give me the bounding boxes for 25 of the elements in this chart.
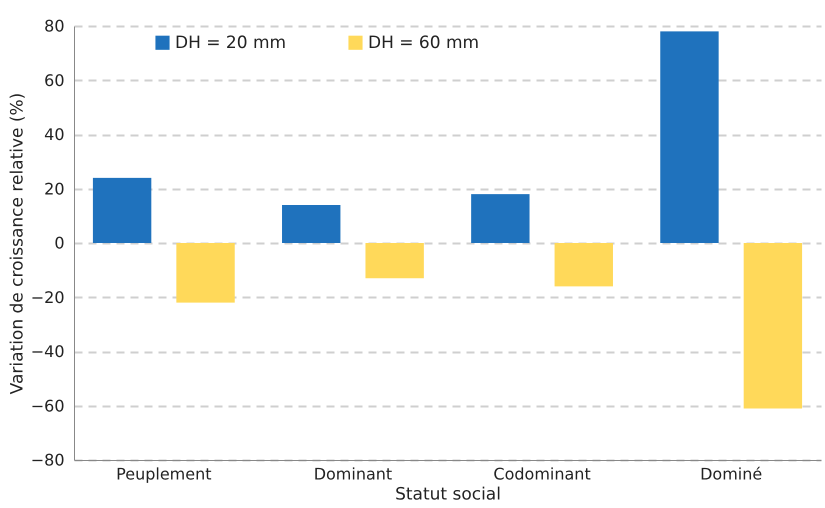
legend-label: DH = 20 mm [175, 32, 286, 53]
x-tick-label: Codominant [493, 464, 591, 484]
y-tick-label: 60 [44, 70, 64, 90]
legend-label: DH = 60 mm [368, 32, 480, 53]
bar [365, 243, 424, 278]
y-axis-title: Variation de croissance relative (%) [8, 92, 28, 394]
y-tick-label: −60 [30, 396, 64, 416]
bar [92, 178, 152, 243]
bar [554, 243, 613, 286]
bar [471, 194, 530, 243]
bar [176, 243, 235, 303]
y-tick-label: 0 [54, 234, 64, 252]
y-tick-label: 20 [44, 179, 64, 198]
x-axis-title: Statut social [395, 484, 501, 504]
x-tick-label: Dominant [314, 464, 392, 484]
y-tick-label: 80 [44, 16, 64, 36]
y-tick-label: −80 [30, 450, 64, 470]
y-tick-label: −40 [30, 342, 64, 361]
bar [660, 31, 719, 243]
bar [744, 243, 802, 408]
y-tick-label: 40 [44, 125, 64, 144]
x-tick-label: Peuplement [116, 464, 212, 484]
bar [282, 205, 340, 243]
x-tick-label: Dominé [700, 464, 762, 484]
y-tick-label: −20 [30, 288, 64, 307]
